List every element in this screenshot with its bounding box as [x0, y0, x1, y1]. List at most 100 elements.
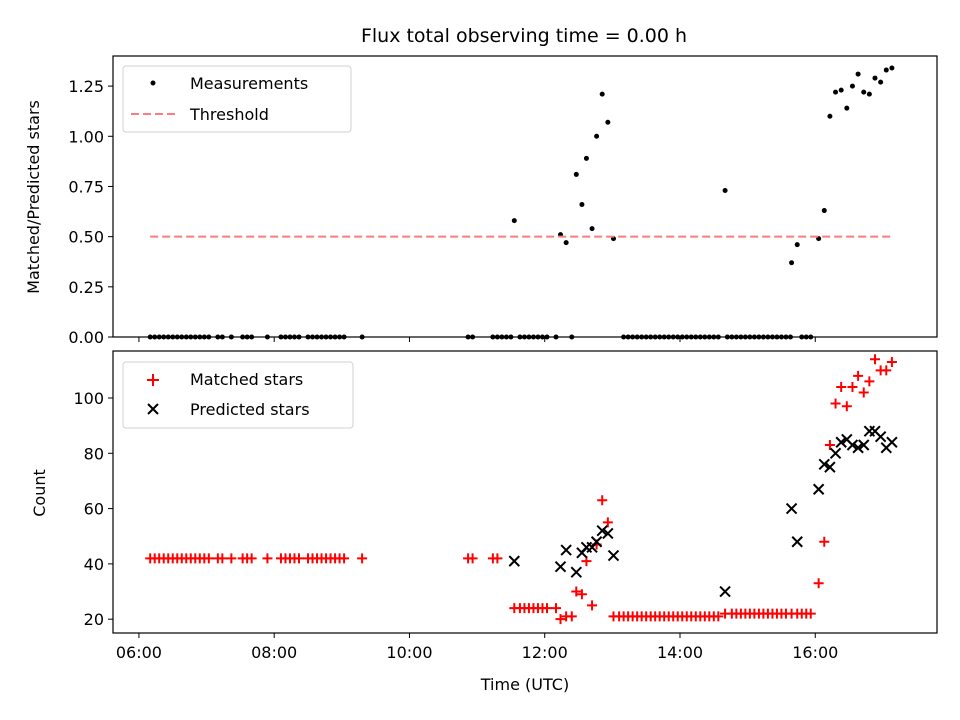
matched-stars-point: [566, 611, 577, 622]
legend-label-matched-stars: Matched stars: [190, 370, 303, 389]
bottom-panel-x-ticks: 06:00 08:00 10:00 12:00 14:00 16:00: [116, 633, 838, 662]
measurement-point: [849, 83, 855, 89]
measurement-point: [821, 208, 827, 214]
bottom-panel-legend: Matched stars Predicted stars: [122, 361, 354, 429]
predicted-stars-point: [818, 458, 830, 471]
measurement-point: [605, 119, 611, 125]
chart-title: Flux total observing time = 0.00 h: [361, 25, 687, 47]
measurement-point: [589, 226, 595, 232]
matched-stars-point: [555, 614, 566, 625]
measurement-point: [855, 71, 861, 77]
matched-stars-point: [339, 553, 350, 564]
matched-stars-point: [203, 553, 214, 564]
top-panel-frame: [112, 55, 938, 338]
matched-stars-point: [492, 553, 503, 564]
predicted-stars-point: [852, 442, 864, 454]
top-panel: 0.00 0.25 0.50 0.75 1.00 1.25 Matched/Predict…: [24, 55, 938, 347]
measurement-point: [573, 171, 579, 177]
bottom-panel-y-ticks: 20 40 60 80 100: [73, 389, 113, 629]
predicted-stars-point: [596, 524, 608, 537]
predicted-stars-point: [590, 536, 603, 548]
bottom-panel-frame: [112, 350, 938, 634]
predicted-stars-point: [602, 527, 614, 540]
x-tick-label: 08:00: [251, 643, 297, 662]
predicted-stars-point: [824, 461, 836, 473]
matched-stars-point: [357, 553, 368, 564]
matched-stars-point: [813, 578, 824, 589]
matched-stars-point: [864, 376, 875, 387]
measurement-point: [838, 87, 844, 93]
predicted-stars-point: [858, 439, 870, 451]
measurement-point: [794, 242, 800, 248]
predicted-stars-point: [785, 502, 798, 515]
bottom-panel: 20 40 60 80 100 06:00 08:00 10:00 12:00 14:00 16:…: [30, 350, 938, 694]
measurement-point: [844, 105, 850, 111]
measurement-point: [861, 89, 867, 95]
y-tick-label: 1.00: [68, 127, 104, 146]
predicted-stars-point: [846, 439, 859, 451]
measurement-point: [579, 202, 585, 208]
legend-box: [122, 65, 352, 133]
matched-stars-point: [886, 357, 897, 368]
matched-stars-point: [226, 553, 237, 564]
y-tick-label: 0.75: [68, 177, 104, 196]
measurement-point: [833, 89, 839, 95]
y-tick-label: 1.25: [68, 77, 104, 96]
x-axis-label: Time (UTC): [480, 675, 569, 694]
matched-stars-point: [262, 553, 273, 564]
matched-stars-point: [541, 603, 552, 614]
predicted-stars-point: [886, 436, 898, 448]
predicted-stars-point: [812, 483, 825, 495]
x-tick-label: 12:00: [522, 643, 568, 662]
top-panel-y-axis-label: Matched/Predicted stars: [24, 100, 43, 294]
measurement-point: [722, 187, 728, 193]
y-tick-label: 0.50: [68, 228, 104, 247]
measurement-point: [563, 240, 569, 246]
predicted-stars-point: [508, 555, 520, 567]
matched-stars-point: [858, 387, 869, 398]
matched-stars-point: [246, 553, 257, 564]
measurement-point: [594, 133, 600, 139]
legend-marker-matched-stars: [147, 374, 159, 386]
y-tick-label: 100: [73, 389, 104, 408]
matched-stars-point: [881, 365, 892, 376]
predicted-stars-point: [570, 566, 582, 578]
predicted-stars-point: [791, 536, 803, 548]
matched-stars-point: [550, 603, 561, 614]
bottom-panel-y-axis-label: Count: [30, 469, 49, 517]
legend-label-measurements: Measurements: [190, 74, 308, 93]
matched-stars-point: [870, 354, 881, 365]
matched-stars-point: [847, 381, 858, 392]
y-tick-label: 80: [84, 444, 104, 463]
legend-marker-predicted-stars: [147, 403, 159, 415]
x-tick-label: 06:00: [116, 643, 162, 662]
y-tick-label: 0.00: [68, 328, 104, 347]
bottom-panel-marks: [145, 354, 898, 625]
predicted-stars-point: [829, 447, 842, 460]
matched-stars-point: [713, 611, 724, 622]
top-panel-y-ticks: 0.00 0.25 0.50 0.75 1.00 1.25: [68, 77, 113, 347]
x-tick-label: 10:00: [386, 643, 432, 662]
matched-stars-point: [853, 370, 864, 381]
x-tick-label: 14:00: [657, 643, 703, 662]
y-tick-label: 40: [84, 555, 104, 574]
legend-marker-measurements: [150, 80, 156, 86]
measurement-point: [583, 155, 589, 161]
matched-stars-point: [293, 553, 304, 564]
measurement-point: [789, 260, 795, 266]
matched-stars-point: [597, 495, 608, 506]
matched-stars-point: [824, 440, 835, 450]
y-tick-label: 0.25: [68, 278, 104, 297]
matched-stars-point: [836, 381, 847, 392]
predicted-stars-point: [560, 544, 572, 556]
measurement-point: [827, 113, 833, 119]
predicted-stars-point: [874, 430, 887, 443]
legend-box: [122, 361, 354, 429]
matched-stars-point: [805, 608, 816, 619]
matched-stars-point: [841, 401, 852, 412]
measurement-point: [511, 218, 517, 224]
measurement-point: [866, 91, 872, 97]
predicted-stars-point: [835, 436, 847, 448]
top-panel-legend: Measurements Threshold: [122, 65, 352, 133]
